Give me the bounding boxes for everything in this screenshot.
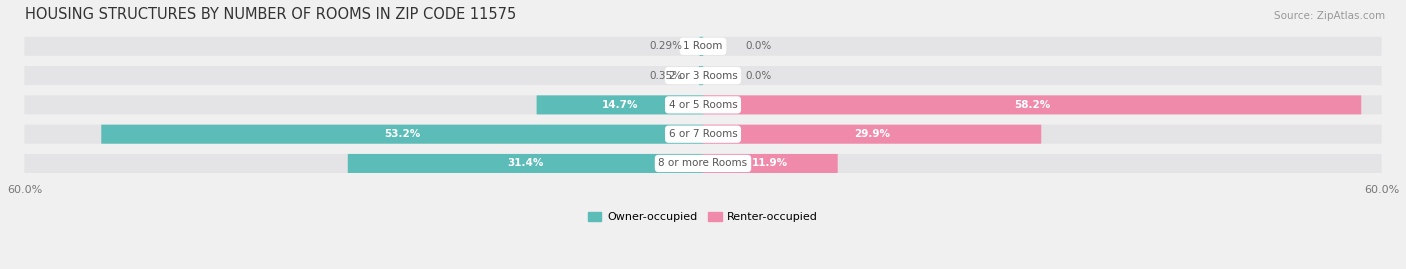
FancyBboxPatch shape (24, 66, 1382, 85)
FancyBboxPatch shape (700, 37, 703, 56)
FancyBboxPatch shape (703, 154, 838, 173)
Text: 8 or more Rooms: 8 or more Rooms (658, 158, 748, 168)
Text: 6 or 7 Rooms: 6 or 7 Rooms (669, 129, 737, 139)
Text: 11.9%: 11.9% (752, 158, 789, 168)
FancyBboxPatch shape (347, 154, 703, 173)
Text: 58.2%: 58.2% (1014, 100, 1050, 110)
Text: 0.0%: 0.0% (745, 70, 772, 81)
Text: 53.2%: 53.2% (384, 129, 420, 139)
Text: Source: ZipAtlas.com: Source: ZipAtlas.com (1274, 11, 1385, 21)
Text: 2 or 3 Rooms: 2 or 3 Rooms (669, 70, 737, 81)
Text: 14.7%: 14.7% (602, 100, 638, 110)
Text: 31.4%: 31.4% (508, 158, 544, 168)
Text: 4 or 5 Rooms: 4 or 5 Rooms (669, 100, 737, 110)
Text: HOUSING STRUCTURES BY NUMBER OF ROOMS IN ZIP CODE 11575: HOUSING STRUCTURES BY NUMBER OF ROOMS IN… (24, 7, 516, 22)
FancyBboxPatch shape (24, 125, 1382, 144)
Text: 0.35%: 0.35% (650, 70, 682, 81)
Text: 0.0%: 0.0% (745, 41, 772, 51)
FancyBboxPatch shape (537, 95, 703, 114)
Text: 1 Room: 1 Room (683, 41, 723, 51)
FancyBboxPatch shape (24, 95, 1382, 114)
FancyBboxPatch shape (24, 154, 1382, 173)
FancyBboxPatch shape (24, 37, 1382, 56)
Legend: Owner-occupied, Renter-occupied: Owner-occupied, Renter-occupied (583, 207, 823, 226)
FancyBboxPatch shape (703, 95, 1361, 114)
Text: 0.29%: 0.29% (650, 41, 683, 51)
Text: 29.9%: 29.9% (853, 129, 890, 139)
FancyBboxPatch shape (699, 66, 703, 85)
FancyBboxPatch shape (101, 125, 703, 144)
FancyBboxPatch shape (703, 125, 1042, 144)
